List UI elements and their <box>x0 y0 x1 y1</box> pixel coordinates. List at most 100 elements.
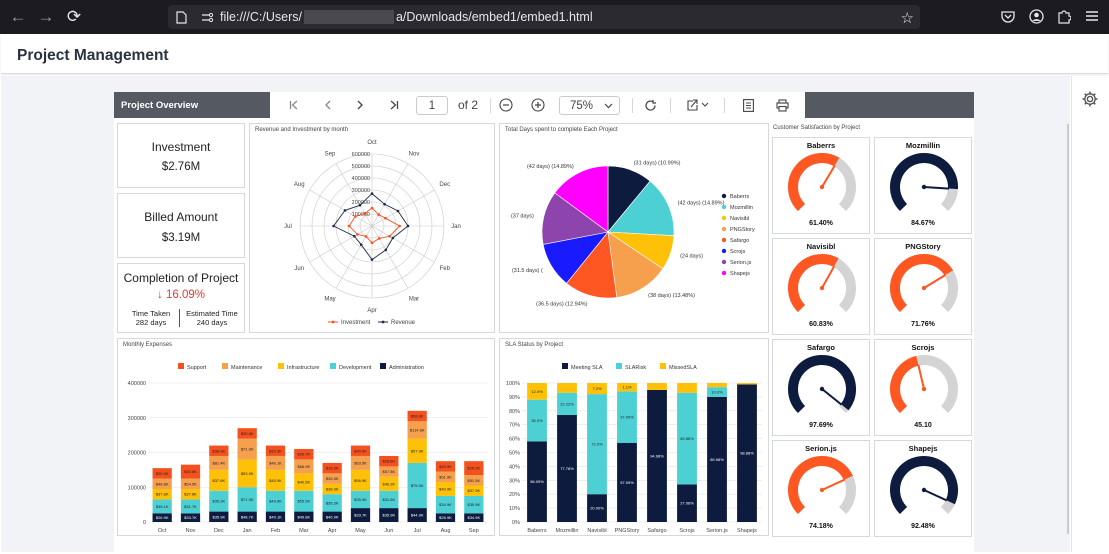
gauge-fill <box>788 355 856 414</box>
gauge-card: Mozmillin 84.67% <box>874 137 972 234</box>
expenses-bar-segment <box>322 462 342 474</box>
gear-icon[interactable] <box>1081 90 1099 108</box>
revenue-point <box>370 192 374 195</box>
expenses-bar-segment <box>464 485 484 496</box>
gauge-value: 61.40% <box>809 220 833 227</box>
expenses-data-label: $53.9K <box>241 471 254 476</box>
radar-month-label: May <box>324 297 335 303</box>
radar-spoke <box>371 189 435 227</box>
expenses-data-label: $30.8K <box>241 431 254 436</box>
revenue-point <box>370 258 374 261</box>
expenses-data-label: $57.8K <box>382 469 395 474</box>
expenses-bar-segment <box>180 488 201 500</box>
pocket-icon[interactable] <box>999 6 1017 26</box>
expenses-data-label: $34.9K <box>467 515 480 520</box>
expenses-data-label: $34.9K <box>439 502 452 507</box>
expenses-legend-label: Infrastructure <box>287 365 319 371</box>
gauge-dial <box>890 153 958 212</box>
pie-data-label: (31 days) (10.99%) <box>634 160 681 166</box>
zoom-select[interactable]: 75% <box>559 96 620 115</box>
app-header: Project Management <box>1 34 1108 74</box>
export-icon[interactable] <box>682 92 714 118</box>
gauge-dial <box>788 355 856 414</box>
address-bar[interactable]: file:///C:/Users/a/Downloads/embed1/embe… <box>168 5 920 29</box>
expenses-data-label: $46.1K <box>269 460 282 465</box>
document-outline-icon[interactable] <box>738 92 758 118</box>
investment-point <box>363 212 367 215</box>
expenses-bar-segment <box>152 468 172 479</box>
expenses-data-label: $40.9K <box>354 448 367 453</box>
expenses-data-label: $35.9K <box>212 499 225 504</box>
expenses-title: Monthly Expenses <box>123 342 173 348</box>
next-page-icon[interactable] <box>350 92 370 118</box>
permissions-icon[interactable] <box>200 10 214 24</box>
expenses-x-tick: Mar <box>299 528 309 534</box>
menu-icon[interactable] <box>1083 6 1101 26</box>
viewer-toolbar-end <box>805 92 974 118</box>
expenses-bar-segment <box>350 508 371 522</box>
sla-y-tick: 20% <box>509 492 520 498</box>
investment-point <box>398 224 401 228</box>
sla-data-label: 94.98% <box>650 453 664 458</box>
last-page-icon[interactable] <box>384 92 404 118</box>
expenses-bar-segment <box>435 461 456 472</box>
expenses-data-label: $31.8K <box>382 497 395 502</box>
toolbar-divider <box>632 98 633 113</box>
revenue-point <box>396 209 400 213</box>
radar-month-label: Aug <box>294 182 305 188</box>
gauge-card: Baberrs 61.40% <box>772 137 870 234</box>
forward-icon[interactable]: → <box>37 7 55 26</box>
account-icon[interactable] <box>1027 6 1045 26</box>
expenses-data-label: $51.9K <box>439 474 452 479</box>
expenses-data-label: $44.9K <box>411 513 424 518</box>
print-icon[interactable] <box>772 92 792 118</box>
sla-data-label: 56.09% <box>530 479 544 484</box>
expenses-data-label: $25.9K <box>156 471 169 476</box>
sla-data-label: 27.08% <box>680 501 694 506</box>
reload-icon[interactable]: ⟳ <box>66 7 82 26</box>
sla-y-tick: 90% <box>509 395 520 401</box>
expenses-bar-segment <box>265 455 286 470</box>
gauge-card: Safargo 97.69% <box>772 339 870 436</box>
gauge-fill <box>890 355 919 414</box>
sla-data-label: 89.98% <box>710 457 724 462</box>
previous-page-icon[interactable] <box>318 92 338 118</box>
expenses-bar-segment <box>350 455 371 470</box>
extensions-icon[interactable] <box>1055 6 1073 26</box>
gauge-value: 60.83% <box>809 321 833 328</box>
expenses-bar-segment <box>294 459 314 474</box>
sla-bar-segment <box>677 383 697 393</box>
expenses-bar-segment <box>379 476 399 491</box>
refresh-icon[interactable] <box>640 92 660 118</box>
bookmark-star-icon[interactable]: ☆ <box>900 10 914 27</box>
sla-bar-segment <box>707 396 727 522</box>
sla-x-tick: Scrojs <box>679 528 695 534</box>
sla-bar-segment <box>707 387 727 397</box>
first-page-icon[interactable] <box>284 92 304 118</box>
revenue-legend-dot <box>381 320 385 324</box>
page-icon <box>174 10 188 24</box>
gauge-dial <box>890 456 958 515</box>
time-taken: Time Taken 282 days <box>131 309 171 327</box>
gauge-card: PNGStory 71.76% <box>874 238 972 335</box>
sla-bar-segment <box>587 494 607 522</box>
radar-chart: Oct Nov Dec Jan Feb Mar Apr May Jun Jul Aug Sep 6000… <box>284 140 461 326</box>
zoom-in-icon[interactable] <box>528 92 548 118</box>
investment-point <box>377 237 381 240</box>
page-number-input[interactable]: 1 <box>416 96 448 115</box>
pie-legend-label: PNGStory <box>730 227 755 233</box>
sla-bar-segment <box>527 399 547 442</box>
pie-slice <box>607 231 664 298</box>
completion-card: Completion of Project ↓ 16.09% Time Take… <box>117 263 245 333</box>
zoom-out-icon[interactable] <box>496 92 516 118</box>
investment-point <box>364 235 368 238</box>
expenses-legend-marker <box>222 363 228 369</box>
back-icon[interactable]: ← <box>9 7 27 26</box>
expenses-chart: 400000 300000 200000 100000 0 Support Maintena… <box>128 363 488 534</box>
expenses-data-label: $37.6K <box>212 478 225 483</box>
satisfaction-title: Customer Satisfaction by Project <box>773 125 861 131</box>
sla-data-label: 10.0% <box>711 390 723 395</box>
viewer-scrollbar[interactable] <box>1067 124 1069 534</box>
sla-legend-label: Meeting SLA <box>571 365 603 371</box>
pie-legend-label: Baberrs <box>730 194 750 200</box>
